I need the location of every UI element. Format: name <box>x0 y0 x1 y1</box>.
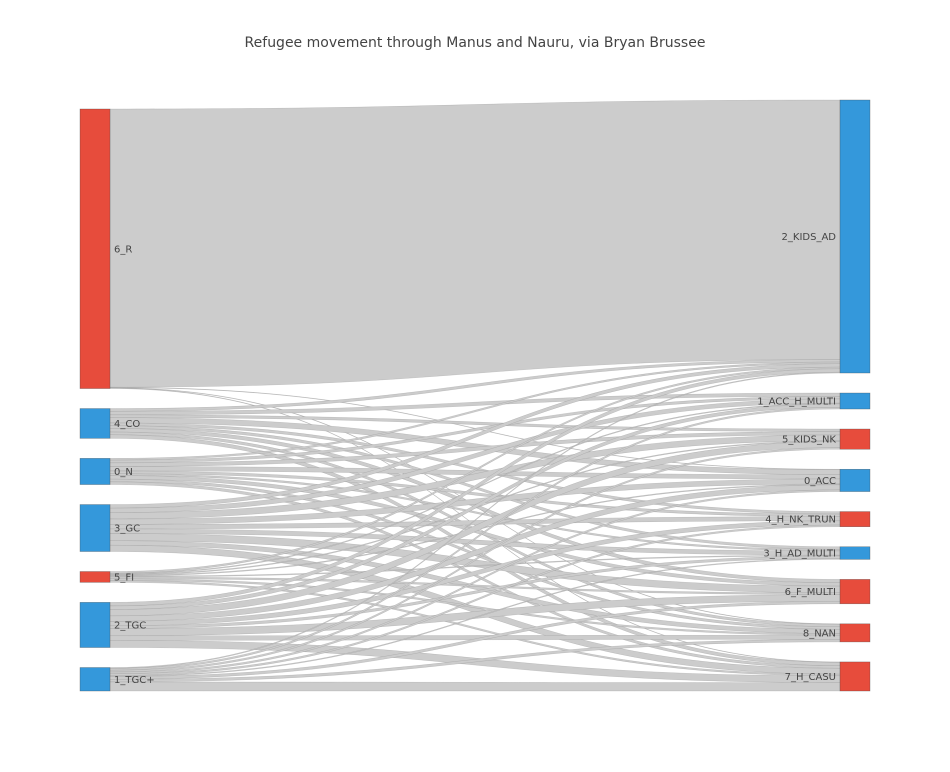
node-0-acc[interactable] <box>839 468 871 492</box>
chart-title: Refugee movement through Manus and Nauru… <box>244 35 706 51</box>
node-label-3-gc: 3_GC <box>114 524 140 535</box>
node-8-nan[interactable] <box>839 623 871 643</box>
node-label-5-fi: 5_FI <box>114 572 134 583</box>
node-label-0-acc: 0_ACC <box>804 476 836 487</box>
node-label-4-h-nk-trun: 4_H_NK_TRUN <box>765 515 836 526</box>
node-7-h-casu[interactable] <box>839 661 871 692</box>
node-label-6-r: 6_R <box>114 244 132 255</box>
node-4-h-nk-trun[interactable] <box>839 511 871 527</box>
node-label-2-tgc: 2_TGC <box>114 620 146 631</box>
links-layer <box>109 99 841 692</box>
node-label-4-co: 4_CO <box>114 419 140 430</box>
node-3-h-ad-multi[interactable] <box>839 546 871 560</box>
node-1-tgc[interactable] <box>79 667 111 692</box>
node-5-fi[interactable] <box>79 571 111 583</box>
node-label-2-kids-ad: 2_KIDS_AD <box>782 232 837 243</box>
node-1-acc-h-multi[interactable] <box>839 392 871 410</box>
node-label-7-h-casu: 7_H_CASU <box>785 672 836 683</box>
node-6-r[interactable] <box>79 108 111 389</box>
node-2-tgc[interactable] <box>79 602 111 648</box>
node-5-kids-nk[interactable] <box>839 428 871 450</box>
node-0-n[interactable] <box>79 458 111 485</box>
node-3-gc[interactable] <box>79 504 111 552</box>
node-4-co[interactable] <box>79 408 111 439</box>
node-label-1-acc-h-multi: 1_ACC_H_MULTI <box>757 397 836 408</box>
node-label-3-h-ad-multi: 3_H_AD_MULTI <box>763 549 836 560</box>
node-label-0-n: 0_N <box>114 467 133 478</box>
link-6-r-to-2-kids-ad[interactable] <box>109 99 841 388</box>
labels-layer: 6_R 4_CO 0_N 3_GC 5_FI 2_TGC 1_TGC+ 2_KIDS_AD 1_… <box>114 232 836 686</box>
node-label-1-tgc: 1_TGC+ <box>114 675 155 686</box>
node-label-6-f-multi: 6_F_MULTI <box>785 587 836 598</box>
node-label-5-kids-nk: 5_KIDS_NK <box>782 435 836 446</box>
node-2-kids-ad[interactable] <box>839 99 871 374</box>
node-label-8-nan: 8_NAN <box>803 628 836 639</box>
nodes-layer <box>79 99 871 692</box>
link-1-tgc-to-7-h-casu[interactable] <box>109 681 841 692</box>
node-6-f-multi[interactable] <box>839 579 871 605</box>
